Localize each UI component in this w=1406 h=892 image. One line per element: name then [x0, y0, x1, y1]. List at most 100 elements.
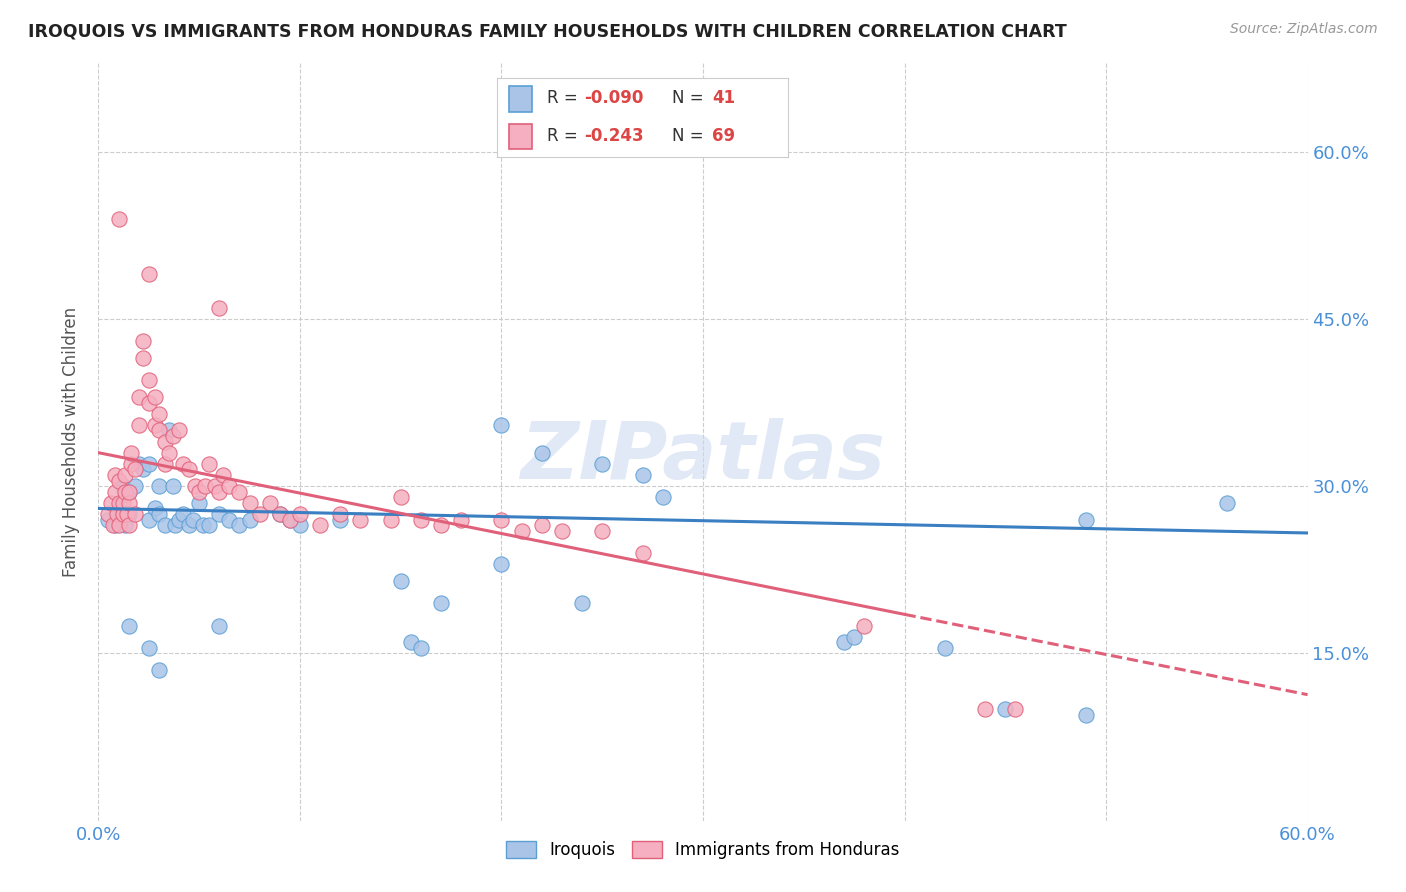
- Point: [107, 496, 129, 510]
- Point: [111, 507, 134, 521]
- Point: [115, 507, 138, 521]
- Point: [832, 635, 855, 649]
- Point: [128, 457, 150, 471]
- Point: [430, 596, 453, 610]
- Point: [184, 479, 207, 493]
- Point: [111, 496, 134, 510]
- Point: [530, 518, 553, 533]
- Point: [259, 496, 281, 510]
- Point: [278, 512, 301, 526]
- Point: [143, 417, 166, 432]
- Point: [491, 512, 513, 526]
- Point: [107, 501, 129, 516]
- Point: [309, 518, 332, 533]
- Point: [934, 640, 956, 655]
- Point: [143, 390, 166, 404]
- Point: [100, 496, 122, 510]
- Point: [853, 618, 876, 632]
- Point: [389, 574, 412, 588]
- Point: [844, 630, 866, 644]
- Point: [288, 507, 311, 521]
- Point: [1216, 496, 1239, 510]
- Point: [491, 557, 513, 572]
- Point: [208, 301, 231, 315]
- Point: [128, 390, 150, 404]
- Point: [97, 512, 120, 526]
- Point: [208, 507, 231, 521]
- Point: [153, 434, 176, 449]
- Point: [138, 268, 160, 282]
- Point: [631, 468, 654, 483]
- Point: [163, 518, 186, 533]
- Text: IROQUOIS VS IMMIGRANTS FROM HONDURAS FAMILY HOUSEHOLDS WITH CHILDREN CORRELATION: IROQUOIS VS IMMIGRANTS FROM HONDURAS FAM…: [28, 22, 1067, 40]
- Point: [128, 417, 150, 432]
- Point: [218, 479, 240, 493]
- Point: [193, 518, 215, 533]
- Point: [118, 518, 141, 533]
- Point: [148, 424, 170, 438]
- Point: [510, 524, 533, 538]
- Point: [179, 462, 201, 476]
- Point: [162, 429, 184, 443]
- Point: [198, 518, 221, 533]
- Point: [107, 211, 129, 226]
- Point: [269, 507, 291, 521]
- Point: [132, 334, 155, 349]
- Point: [107, 474, 129, 488]
- Point: [239, 496, 262, 510]
- Point: [124, 462, 146, 476]
- Point: [430, 518, 453, 533]
- Point: [288, 518, 311, 533]
- Point: [409, 640, 432, 655]
- Point: [994, 702, 1017, 716]
- Point: [172, 457, 194, 471]
- Point: [114, 484, 136, 499]
- Point: [172, 507, 194, 521]
- Point: [114, 468, 136, 483]
- Point: [132, 462, 155, 476]
- Point: [148, 507, 170, 521]
- Point: [380, 512, 402, 526]
- Point: [103, 468, 125, 483]
- Point: [450, 512, 472, 526]
- Legend: Iroquois, Immigrants from Honduras: Iroquois, Immigrants from Honduras: [499, 834, 907, 865]
- Point: [198, 457, 221, 471]
- Point: [591, 524, 613, 538]
- Point: [181, 512, 204, 526]
- Point: [551, 524, 574, 538]
- Point: [249, 507, 271, 521]
- Point: [204, 479, 226, 493]
- Point: [143, 501, 166, 516]
- Point: [228, 484, 250, 499]
- Point: [974, 702, 997, 716]
- Point: [118, 496, 141, 510]
- Point: [651, 491, 673, 505]
- Point: [218, 512, 240, 526]
- Point: [208, 618, 231, 632]
- Point: [228, 518, 250, 533]
- Point: [1074, 707, 1097, 722]
- Point: [269, 507, 291, 521]
- Point: [148, 479, 170, 493]
- Point: [138, 373, 160, 387]
- Point: [97, 507, 120, 521]
- Point: [162, 479, 184, 493]
- Point: [148, 663, 170, 677]
- Y-axis label: Family Households with Children: Family Households with Children: [62, 307, 80, 576]
- Point: [132, 351, 155, 365]
- Point: [389, 491, 412, 505]
- Point: [349, 512, 371, 526]
- Text: ZIPatlas: ZIPatlas: [520, 417, 886, 496]
- Point: [591, 457, 613, 471]
- Point: [409, 512, 432, 526]
- Point: [103, 484, 125, 499]
- Point: [194, 479, 217, 493]
- Point: [208, 484, 231, 499]
- Point: [138, 457, 160, 471]
- Point: [399, 635, 422, 649]
- Point: [179, 518, 201, 533]
- Point: [631, 546, 654, 560]
- Point: [1004, 702, 1026, 716]
- Text: Source: ZipAtlas.com: Source: ZipAtlas.com: [1230, 22, 1378, 37]
- Point: [167, 512, 190, 526]
